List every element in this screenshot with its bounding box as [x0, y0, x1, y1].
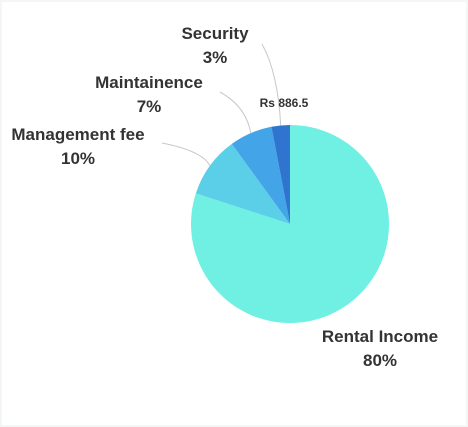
slices-layer	[191, 125, 390, 324]
pie-slice-maintainence	[231, 126, 290, 224]
leader-line-security	[261, 43, 282, 126]
leader-lines	[161, 43, 282, 167]
pie-slice-rental-income	[191, 125, 390, 324]
labels-layer: Rental Income 80% Management fee 10% Mai…	[11, 24, 438, 370]
slice-percent-maintainence: 7%	[137, 97, 162, 116]
slice-percent-management-fee: 10%	[61, 149, 95, 168]
value-annotation: Rs 886.5	[260, 96, 309, 110]
slice-percent-security: 3%	[203, 48, 228, 67]
leader-line-management-fee	[161, 142, 211, 167]
slice-label-maintainence: Maintainence	[95, 73, 203, 92]
pie-slice-security	[271, 125, 290, 224]
leader-line-maintainence	[219, 91, 252, 134]
slice-percent-rental-income: 80%	[363, 351, 397, 370]
slice-label-management-fee: Management fee	[11, 125, 144, 144]
slice-label-security: Security	[181, 24, 249, 43]
pie-slice-management-fee	[195, 143, 290, 224]
slice-label-rental-income: Rental Income	[322, 327, 438, 346]
